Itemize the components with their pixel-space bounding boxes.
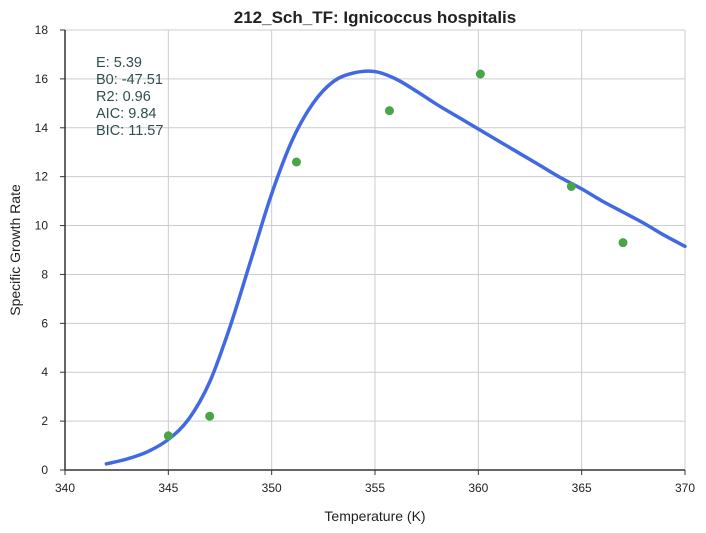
data-point [384, 106, 394, 116]
y-tick-label: 10 [35, 219, 49, 233]
stats-line: B0: -47.51 [96, 72, 163, 88]
stats-line: AIC: 9.84 [96, 106, 156, 122]
y-ticks: 0 2 4 6 8 10 12 14 16 18 [35, 23, 65, 477]
y-tick-label: 0 [41, 463, 48, 477]
x-tick-label: 370 [675, 481, 695, 495]
data-point [618, 238, 628, 248]
y-tick-label: 14 [35, 121, 49, 135]
x-tick-label: 350 [262, 481, 282, 495]
fit-layer [104, 69, 687, 466]
y-tick-label: 6 [41, 316, 48, 330]
x-ticks: 340 345 350 355 360 365 370 [55, 470, 695, 495]
x-tick-label: 360 [468, 481, 488, 495]
y-tick-label: 2 [41, 414, 48, 428]
x-axis-label: Temperature (K) [324, 508, 425, 524]
y-tick-label: 12 [35, 170, 49, 184]
y-tick-label: 16 [35, 72, 49, 86]
data-point [163, 431, 173, 441]
x-tick-label: 365 [572, 481, 592, 495]
x-tick-label: 340 [55, 481, 75, 495]
x-tick-label: 355 [365, 481, 385, 495]
y-tick-label: 18 [35, 23, 49, 37]
stats-line: R2: 0.96 [96, 89, 151, 105]
x-tick-label: 345 [158, 481, 178, 495]
fit-curve [104, 69, 687, 466]
chart-title: 212_Sch_TF: Ignicoccus hospitalis [234, 8, 516, 27]
y-tick-label: 4 [41, 365, 48, 379]
points-layer [163, 69, 628, 441]
y-axis-label: Specific Growth Rate [7, 184, 23, 316]
stats-line: BIC: 11.57 [96, 123, 163, 139]
data-point [291, 157, 301, 167]
data-point [205, 411, 215, 421]
y-tick-label: 8 [41, 267, 48, 281]
stats-line: E: 5.39 [96, 55, 142, 71]
data-point [566, 181, 576, 191]
data-point [475, 69, 485, 79]
